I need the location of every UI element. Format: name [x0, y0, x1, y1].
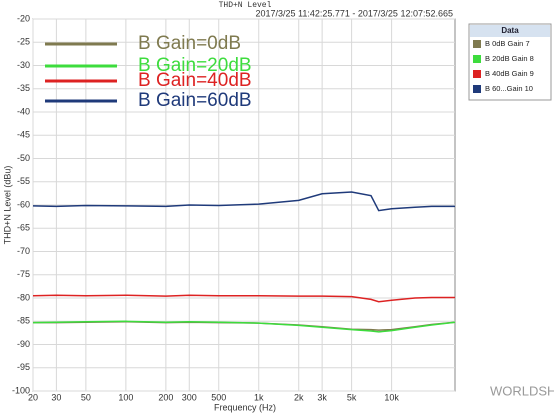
chart-title: THD+N Level — [219, 1, 272, 10]
x-axis-label: Frequency (Hz) — [214, 402, 276, 412]
series-line — [32, 294, 455, 303]
y-tick-label: -90 — [17, 339, 30, 349]
data-panel-label: B 40dB Gain 9 — [485, 69, 534, 78]
x-tick-label: 30 — [51, 392, 61, 402]
legend-label: B Gain=0dB — [138, 33, 241, 54]
x-tick-label: 500 — [211, 392, 226, 402]
series-line — [32, 191, 455, 212]
x-tick-label: 10k — [384, 392, 399, 402]
y-tick-label: -65 — [17, 223, 30, 233]
x-tick-label: 20 — [28, 392, 38, 402]
legend-label: B Gain=20dB — [138, 55, 252, 76]
y-axis-label: THD+N Level (dBu) — [2, 166, 12, 245]
x-tick-label: 50 — [81, 392, 91, 402]
series-line — [32, 320, 456, 333]
y-tick-label: -30 — [17, 60, 30, 70]
y-tick-label: -40 — [17, 106, 30, 116]
x-tick-label: 300 — [182, 392, 197, 402]
data-panel-label: B 0dB Gain 7 — [485, 39, 530, 48]
x-tick-label: 200 — [158, 392, 173, 402]
x-tick-label: 3k — [317, 392, 327, 402]
data-panel-title: Data — [501, 26, 519, 35]
x-tick-label: 2k — [294, 392, 304, 402]
data-panel-swatch — [473, 70, 481, 78]
y-tick-label: -35 — [17, 83, 30, 93]
x-tick-label: 5k — [347, 392, 357, 402]
y-tick-label: -50 — [17, 153, 30, 163]
y-tick-label: -85 — [17, 316, 30, 326]
y-tick-label: -100 — [12, 385, 30, 395]
y-tick-label: -80 — [17, 292, 30, 302]
y-tick-label: -45 — [17, 130, 30, 140]
y-tick-label: -95 — [17, 362, 30, 372]
y-tick-label: -20 — [17, 13, 30, 23]
chart-subtitle: 2017/3/25 11:42:25.771 - 2017/3/25 12:07… — [255, 8, 453, 18]
x-tick-label: 1k — [254, 392, 264, 402]
x-tick-label: 100 — [118, 392, 133, 402]
y-tick-label: -70 — [17, 246, 30, 256]
data-panel-swatch — [473, 40, 481, 48]
watermark: WORLDSHOW — [490, 383, 554, 398]
y-tick-label: -60 — [17, 199, 30, 209]
legend-label: B Gain=60dB — [138, 90, 252, 111]
data-panel-label: B 60...Gain 10 — [485, 84, 533, 93]
data-panel-label: B 20dB Gain 8 — [485, 54, 534, 63]
y-tick-label: -55 — [17, 176, 30, 186]
y-tick-label: -25 — [17, 37, 30, 47]
data-panel-header — [470, 25, 550, 37]
data-panel-swatch — [473, 85, 481, 93]
y-tick-label: -75 — [17, 269, 30, 279]
legend-label: B Gain=40dB — [138, 70, 252, 91]
data-panel-swatch — [473, 55, 481, 63]
